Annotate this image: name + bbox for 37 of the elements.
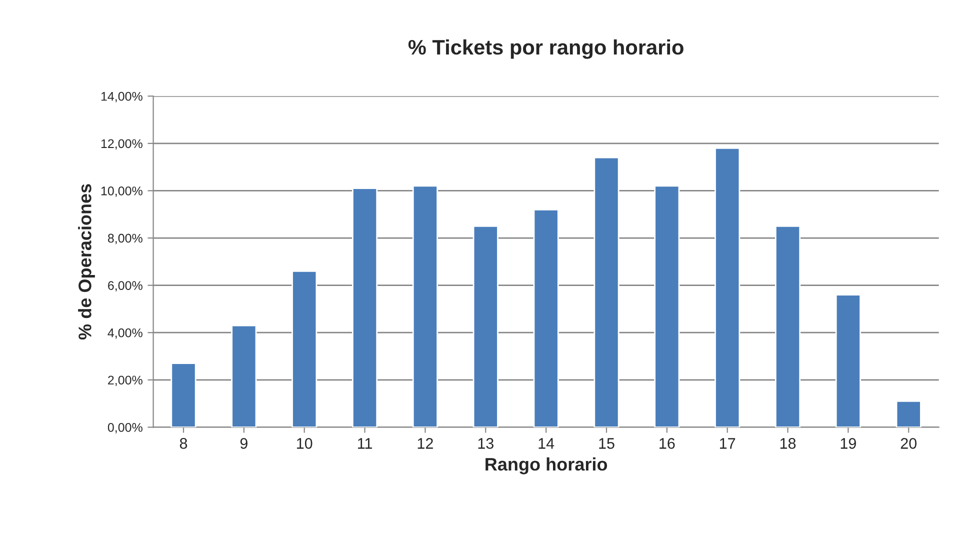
x-tick-label: 19 xyxy=(840,438,856,449)
x-tick-label: 18 xyxy=(780,438,796,449)
x-tick-label: 15 xyxy=(599,438,614,449)
y-axis-title: % de Operaciones xyxy=(78,184,95,340)
bar xyxy=(835,294,861,428)
bar xyxy=(472,225,498,428)
x-tick-label: 9 xyxy=(240,438,248,449)
x-tick-label: 20 xyxy=(900,438,917,449)
y-tick-label: 14,00% xyxy=(101,92,142,102)
bar xyxy=(352,188,378,428)
chart-title: % Tickets por rango horario xyxy=(408,39,684,59)
bar xyxy=(594,156,620,428)
x-tick-label: 11 xyxy=(358,438,372,449)
x-tick-label: 8 xyxy=(180,438,188,449)
bar xyxy=(170,362,196,428)
x-axis-title: Rango horario xyxy=(486,457,608,474)
x-tick-label: 16 xyxy=(660,438,675,449)
bar xyxy=(231,324,257,428)
y-tick-label: 6,00% xyxy=(108,281,142,292)
y-tick-label: 10,00% xyxy=(101,186,142,197)
bar xyxy=(774,225,801,428)
x-tick-label: 14 xyxy=(538,438,554,449)
y-tick-label: 12,00% xyxy=(101,139,142,150)
y-tick-label: 8,00% xyxy=(108,234,142,244)
bar xyxy=(896,400,922,428)
x-tick-label: 17 xyxy=(720,438,736,449)
bar xyxy=(714,147,740,428)
bar xyxy=(292,270,318,428)
x-tick-label: 13 xyxy=(478,438,494,449)
bar xyxy=(412,185,438,428)
x-tick-label: 10 xyxy=(297,438,312,449)
bar xyxy=(533,208,559,428)
y-tick-label: 0,00% xyxy=(108,423,142,434)
y-tick-label: 4,00% xyxy=(108,328,142,339)
y-tick-label: 2,00% xyxy=(108,376,142,386)
x-tick-label: 12 xyxy=(418,438,433,449)
bar xyxy=(654,185,680,428)
